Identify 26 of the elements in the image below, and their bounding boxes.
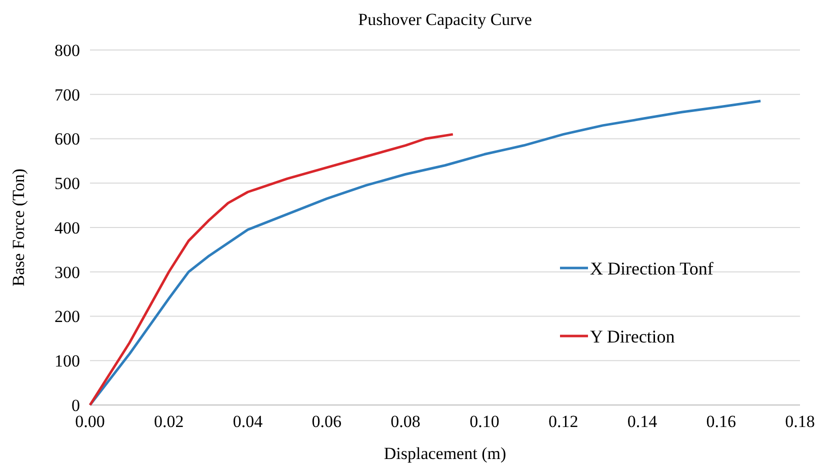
line-series xyxy=(88,133,454,406)
x-tick-label: 0.08 xyxy=(390,412,420,431)
x-tick-label: 0.12 xyxy=(548,412,578,431)
legend-label: X Direction Tonf xyxy=(590,258,714,278)
y-tick-label: 600 xyxy=(54,130,80,149)
y-tick-label: 100 xyxy=(54,352,80,371)
y-tick-label: 400 xyxy=(54,218,80,238)
chart-title: Pushover Capacity Curve xyxy=(358,10,532,29)
y-tick-label: 800 xyxy=(54,40,80,60)
line-series xyxy=(88,100,762,406)
x-tick-label: 0.00 xyxy=(75,412,105,431)
legend-label: Y Direction xyxy=(590,326,675,346)
x-tick-label: 0.18 xyxy=(785,412,815,431)
x-tick-label: 0.02 xyxy=(154,412,184,431)
y-tick-label: 300 xyxy=(54,262,80,282)
x-tick-label: 0.16 xyxy=(706,412,736,431)
x-tick-label: 0.06 xyxy=(312,412,342,431)
y-tick-label: 500 xyxy=(54,174,80,194)
y-tick-label: 700 xyxy=(54,85,80,104)
x-tick-label: 0.04 xyxy=(232,412,264,431)
x-axis-title: Displacement (m) xyxy=(384,444,506,463)
x-tick-label: 0.10 xyxy=(470,412,500,431)
y-tick-label: 0 xyxy=(72,396,80,415)
y-axis-title: Base Force (Ton) xyxy=(9,168,28,286)
x-tick-label: 0.14 xyxy=(627,412,658,431)
y-tick-label: 200 xyxy=(54,307,80,326)
